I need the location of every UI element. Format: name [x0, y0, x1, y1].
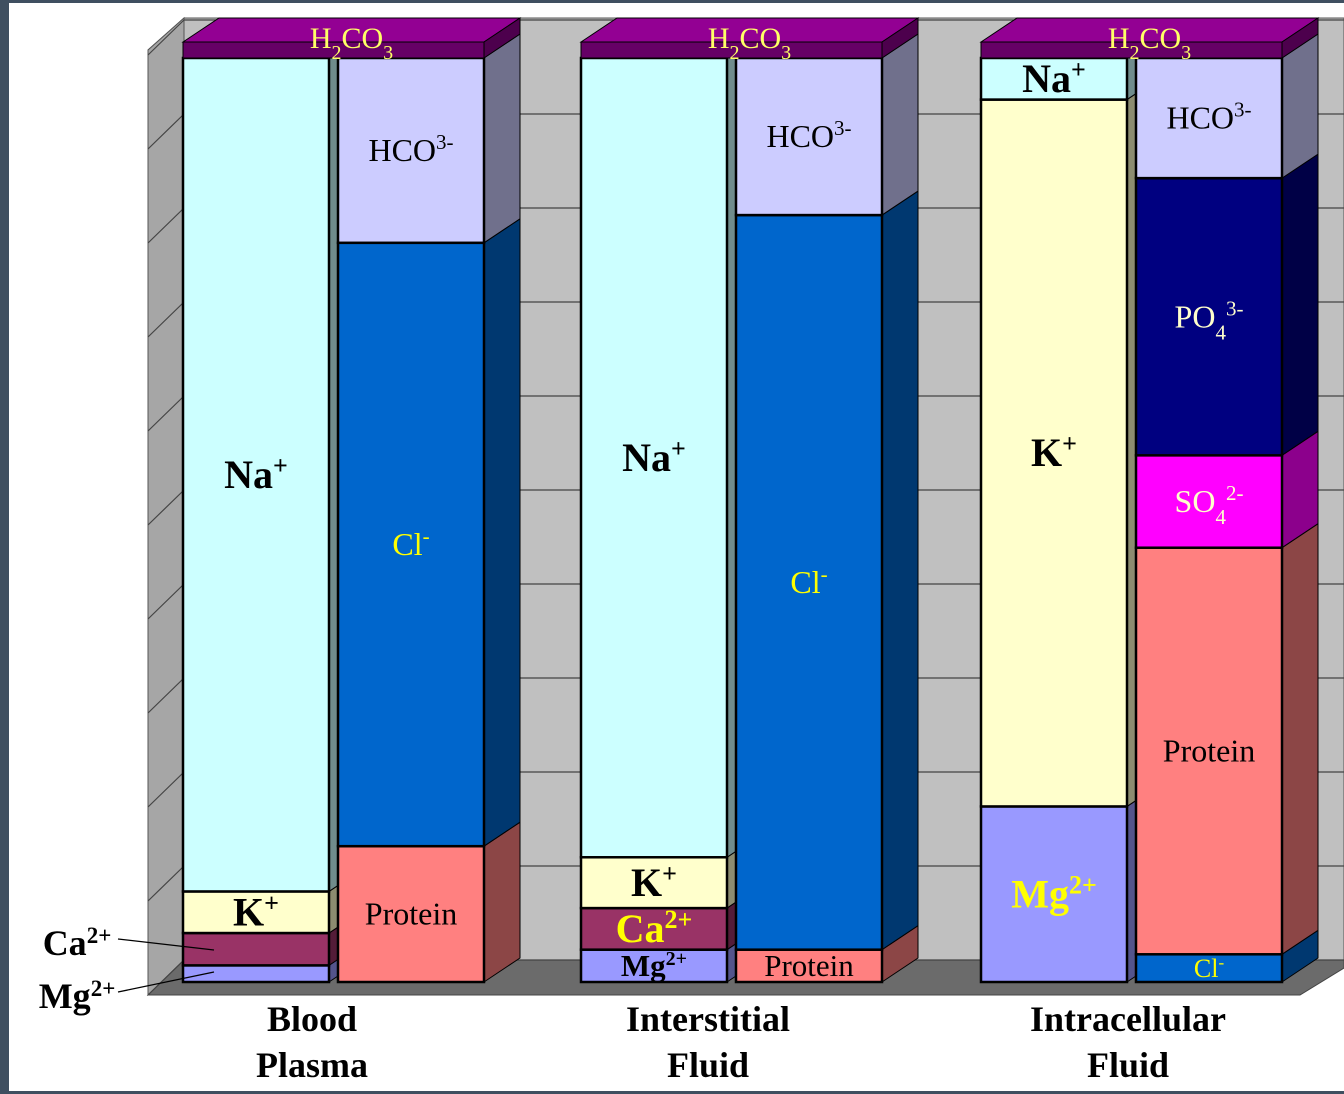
callout-ca2-label: Ca2+: [43, 923, 112, 964]
callout-mg2-label: Mg2+: [39, 976, 116, 1017]
callout-ca2-leader: [117, 938, 215, 951]
interstitial-fluid-top-cap-front: [580, 41, 883, 59]
intracellular-fluid-cations-na-segment: [979, 56, 1129, 101]
blood-plasma-anions-cl-segment: [336, 241, 486, 848]
category-label-intracellular-fluid-line-2: Fluid: [1087, 1045, 1169, 1085]
intracellular-fluid-anions-po43-label: PO43-: [1175, 296, 1244, 344]
blood-plasma-anions-cl-side: [483, 217, 521, 848]
blood-plasma-anions-hco3-side: [483, 33, 521, 244]
intracellular-fluid-cations-mg2-label: Mg2+: [1011, 870, 1097, 917]
blood-plasma-cations-na-label: Na+: [224, 450, 288, 497]
blood-plasma-cations-ca2-segment: [181, 931, 331, 967]
interstitial-fluid-anions-protein-segment: [734, 948, 884, 984]
blood-plasma-top-cap-label: H2CO3: [310, 22, 393, 64]
category-label-blood-plasma-line-2: Plasma: [256, 1045, 368, 1085]
blood-plasma-anions-cl-label: Cl-: [392, 524, 429, 562]
blood-plasma-anions-hco3-label: HCO3-: [368, 130, 453, 168]
category-label-intracellular-fluid-line-1: Intracellular: [1030, 999, 1226, 1039]
gridline-side: [147, 583, 185, 620]
interstitial-fluid-cations-k-label: K+: [631, 858, 677, 905]
category-label-interstitial-fluid-line-1: Interstitial: [626, 999, 790, 1039]
blood-plasma-anions-protein-side: [483, 821, 521, 983]
interstitial-fluid-cations-na-label: Na+: [622, 433, 686, 480]
interstitial-fluid-anions-hco3-label: HCO3-: [766, 116, 851, 154]
interstitial-fluid-anions-protein-label: Protein: [764, 948, 854, 983]
interstitial-fluid-cations-na-segment: [579, 56, 729, 859]
gridline-side: [147, 113, 185, 150]
intracellular-fluid-cations-na-label: Na+: [1022, 54, 1086, 101]
gridline-side: [147, 677, 185, 714]
interstitial-fluid-cations-mg2-segment: [579, 948, 729, 984]
gridline-side: [147, 489, 185, 526]
intracellular-fluid-anions-so42-label: SO42-: [1175, 481, 1244, 529]
gridline-side: [147, 395, 185, 432]
category-label-interstitial-fluid-line-2: Fluid: [667, 1045, 749, 1085]
gridline-side: [147, 959, 185, 996]
category-label-blood-plasma-line-1: Blood: [267, 999, 357, 1039]
gridline-side: [147, 301, 185, 338]
gridline-side: [147, 771, 185, 808]
blood-plasma-cations-k-label: K+: [233, 888, 279, 935]
interstitial-fluid-cations-k-segment: [579, 856, 729, 910]
blood-plasma-top-cap-front: [182, 41, 485, 59]
interstitial-fluid-anions-cl-segment: [734, 213, 884, 951]
gridline-side: [147, 207, 185, 244]
callout-mg2-leader: [117, 971, 215, 993]
intracellular-fluid-anions-po43-segment: [1134, 176, 1284, 457]
intracellular-fluid-top-cap-label: H2CO3: [1108, 22, 1191, 64]
intracellular-fluid-top-cap-front: [980, 41, 1283, 59]
gridline-side: [147, 865, 185, 902]
intracellular-fluid-cations-k-label: K+: [1031, 429, 1077, 476]
blood-plasma-anions-protein-label: Protein: [365, 896, 457, 932]
interstitial-fluid-top-cap-label: H2CO3: [708, 22, 791, 64]
intracellular-fluid-anions-so42-segment: [1134, 454, 1284, 549]
blood-plasma-cations-na-segment: [181, 56, 331, 893]
side-wall: [147, 16, 185, 997]
intracellular-fluid-cations-k-segment: [979, 98, 1129, 808]
intracellular-fluid-anions-protein-segment: [1134, 546, 1284, 956]
intracellular-fluid-anions-protein-side: [1281, 522, 1319, 956]
interstitial-fluid-anions-cl-side: [881, 190, 919, 951]
intracellular-fluid-anions-hco3-side: [1281, 33, 1319, 180]
intracellular-fluid-anions-cl-segment: [1134, 953, 1284, 984]
interstitial-fluid-cations-ca2-segment: [579, 906, 729, 951]
intracellular-fluid-anions-protein-label: Protein: [1163, 733, 1255, 769]
blood-plasma-anions-hco3-segment: [336, 56, 486, 245]
intracellular-fluid-anions-po43-side: [1281, 153, 1319, 457]
intracellular-fluid-anions-hco3-label: HCO3-: [1166, 98, 1251, 136]
intracellular-fluid-anions-cl-label: Cl-: [1194, 952, 1225, 983]
interstitial-fluid-anions-hco3-side: [881, 33, 919, 217]
intracellular-fluid-cations-mg2-segment: [979, 805, 1129, 984]
interstitial-fluid-anions-cl-label: Cl-: [790, 562, 827, 600]
gridline-side: [147, 19, 185, 56]
interstitial-fluid-cations-mg2-label: Mg2+: [621, 948, 687, 983]
blood-plasma-anions-protein-segment: [336, 844, 486, 984]
